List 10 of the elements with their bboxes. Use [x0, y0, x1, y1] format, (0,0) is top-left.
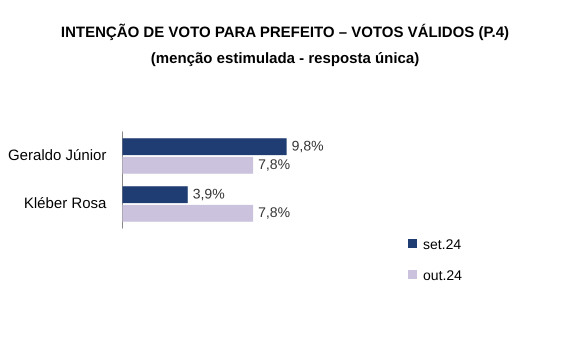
legend-label: set.24 [423, 236, 462, 252]
data-label: 7,8% [258, 204, 290, 220]
y-tick-label: Geraldo Júnior [8, 147, 106, 164]
y-tick-label: Kléber Rosa [24, 195, 108, 212]
data-label: 7,8% [258, 156, 290, 172]
chart-subtitle: (menção estimulada - resposta única) [150, 50, 420, 67]
chart-title: INTENÇÃO DE VOTO PARA PREFEITO – VOTOS VÁLIDOS (P.4) [60, 24, 510, 41]
data-label: 3,9% [192, 186, 225, 202]
data-label: 9,8% [292, 138, 324, 154]
legend-label: out.24 [423, 266, 462, 282]
